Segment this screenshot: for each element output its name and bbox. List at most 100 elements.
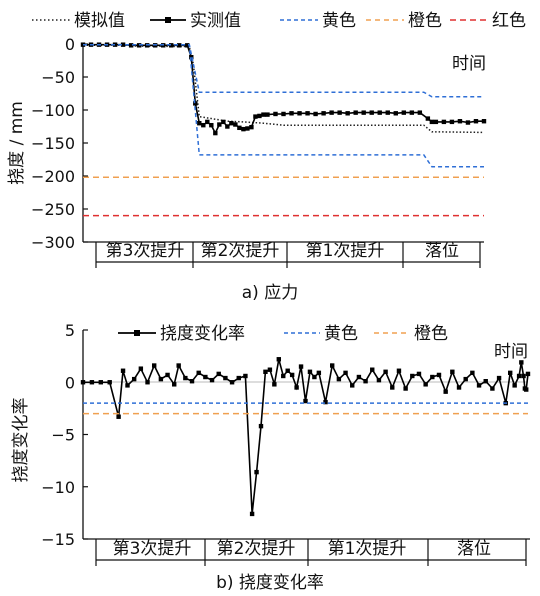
data-point [524, 387, 529, 392]
data-point [423, 382, 428, 387]
series-line-1 [83, 43, 484, 135]
data-point [436, 372, 442, 378]
data-point [343, 370, 348, 376]
data-point [337, 110, 342, 115]
data-point [249, 511, 255, 517]
data-point [449, 119, 455, 125]
data-point [185, 43, 190, 48]
data-point [213, 130, 218, 136]
data-point [508, 370, 513, 376]
ytick-label: 5 [65, 321, 75, 340]
yticks-b: 5 0 −5 −10 −15 [41, 321, 88, 549]
data-point [229, 121, 234, 126]
data-point [236, 375, 241, 381]
series-a [80, 42, 487, 217]
data-point [465, 120, 471, 125]
data-point [209, 122, 214, 128]
data-point [221, 119, 226, 125]
data-point [138, 366, 144, 371]
data-point [172, 382, 177, 387]
stage-a-2: 第2次提升 [201, 241, 280, 261]
data-point [265, 112, 270, 117]
data-point [297, 111, 302, 116]
data-point [450, 369, 455, 374]
data-point [433, 119, 439, 125]
data-point [217, 122, 222, 127]
data-point [441, 119, 447, 125]
ytick-label: −5 [51, 426, 75, 445]
data-point [401, 110, 406, 115]
series-b [80, 357, 531, 517]
series-line-3 [83, 43, 484, 168]
data-point [512, 383, 517, 388]
data-point [305, 111, 310, 116]
data-point [496, 375, 502, 381]
data-point [376, 377, 382, 383]
data-point [152, 363, 157, 368]
data-point [189, 55, 194, 60]
data-point [216, 371, 221, 377]
caption-a: a) 应力 [242, 283, 298, 303]
data-point [253, 114, 258, 119]
data-point [369, 110, 374, 115]
ytick-label: −50 [41, 68, 75, 87]
data-point [229, 380, 235, 385]
data-point [289, 372, 295, 378]
data-point [257, 113, 262, 119]
data-point [483, 379, 488, 384]
data-point [249, 124, 254, 130]
legend-rate-marker [134, 330, 140, 336]
stage-a-3: 第3次提升 [106, 241, 185, 261]
ytick-label: 0 [65, 373, 75, 392]
data-point [457, 119, 463, 124]
ytick-label: −10 [41, 478, 75, 497]
data-point [356, 374, 362, 380]
data-point [273, 111, 278, 117]
data-point [281, 111, 286, 117]
stage-b-2: 第2次提升 [217, 539, 296, 559]
data-point [323, 399, 328, 405]
ylabel-b: 挠度变化率 [11, 398, 31, 483]
data-point [145, 380, 150, 385]
data-point [233, 122, 238, 127]
stage-b-1: 第1次提升 [328, 539, 407, 559]
ytick-label: −200 [31, 167, 75, 186]
data-point [393, 111, 398, 116]
data-point [383, 369, 388, 374]
stage-b-3: 第3次提升 [113, 539, 192, 559]
data-point [165, 372, 170, 378]
data-point [456, 385, 462, 390]
data-point [263, 369, 268, 374]
data-point [267, 367, 273, 372]
data-point [336, 376, 342, 382]
ytick-label: −100 [31, 101, 75, 120]
xlabel-a: 时间 [452, 54, 486, 74]
data-point [390, 385, 395, 390]
ylabel-a: 挠度 / mm [7, 101, 27, 185]
data-point [429, 119, 435, 125]
data-point [158, 376, 164, 382]
data-point [409, 110, 415, 115]
data-point [176, 363, 181, 368]
data-point [363, 379, 368, 384]
data-point [120, 368, 126, 373]
data-point [243, 373, 248, 379]
data-point [254, 469, 259, 475]
data-point [385, 110, 390, 115]
data-point [285, 368, 290, 373]
data-point [237, 125, 242, 131]
legend-orange-label: 橙色 [408, 11, 442, 31]
data-point [430, 374, 435, 380]
data-point [223, 375, 228, 381]
data-point [303, 398, 308, 404]
legend-meas-marker [165, 17, 171, 23]
data-point [519, 360, 524, 365]
data-point [203, 374, 208, 380]
data-point [463, 376, 468, 382]
data-point [107, 380, 112, 385]
xlabel-b: 时间 [494, 342, 528, 362]
data-point [116, 414, 121, 419]
data-point [294, 385, 299, 390]
data-point [516, 373, 522, 379]
data-point [316, 370, 322, 376]
